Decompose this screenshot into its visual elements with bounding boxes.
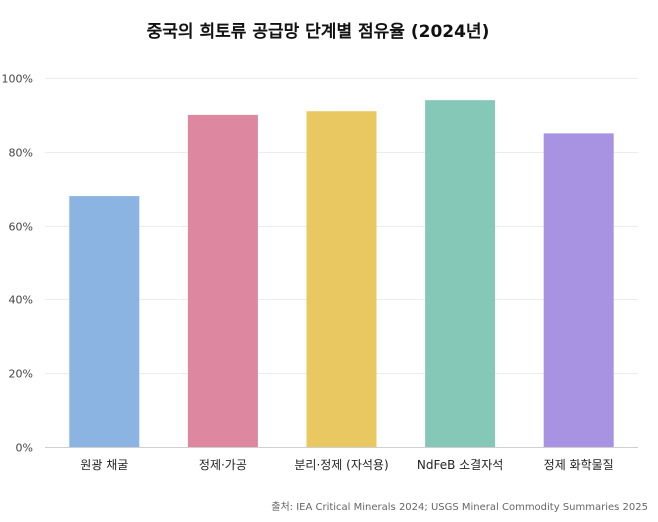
chart-title: 중국의 희토류 공급망 단계별 점유율 (2024년) — [147, 22, 490, 42]
x-tick-label: 원광 채굴 — [80, 458, 128, 472]
bar — [69, 196, 140, 447]
y-tick-label: 20% — [9, 368, 33, 381]
bar — [543, 133, 614, 447]
x-tick-label: 정제·가공 — [199, 458, 247, 472]
y-tick-label: 60% — [9, 221, 33, 234]
bars — [69, 100, 614, 448]
bar — [306, 111, 377, 448]
bar — [425, 100, 496, 447]
x-axis-labels: 원광 채굴 정제·가공 분리·정제 (자석용) NdFeB 소결자석 정제 화학물질 — [80, 458, 613, 472]
y-tick-label: 80% — [9, 147, 33, 160]
y-axis-ticks: 0% 20% 40% 60% 80% 100% — [2, 73, 33, 455]
y-tick-label: 0% — [16, 442, 33, 455]
x-tick-label: 정제 화학물질 — [544, 458, 614, 472]
x-tick-label: 분리·정제 (자석용) — [294, 458, 388, 472]
y-tick-label: 40% — [9, 294, 33, 307]
bar — [187, 114, 258, 448]
y-tick-label: 100% — [2, 73, 33, 86]
x-tick-label: NdFeB 소결자석 — [417, 458, 503, 472]
source-note: 출처: IEA Critical Minerals 2024; USGS Min… — [271, 501, 648, 513]
